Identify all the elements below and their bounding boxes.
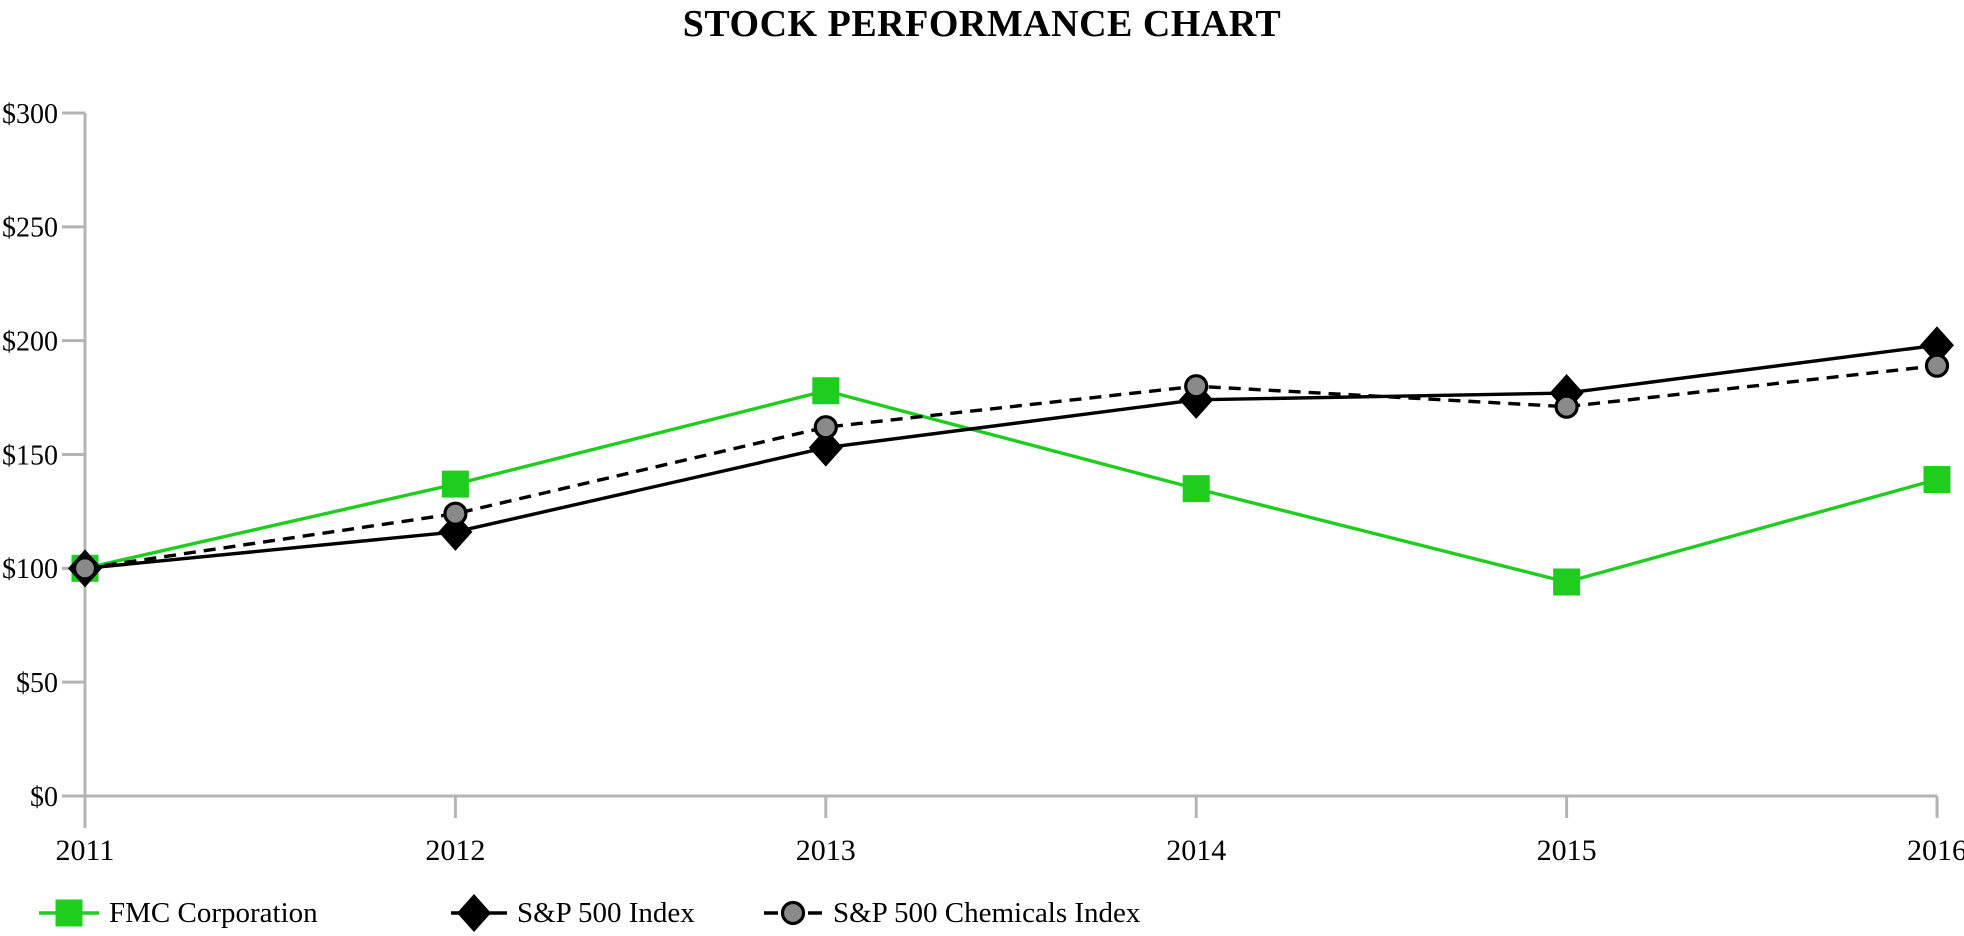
sp500-diamond-marker-icon — [450, 890, 508, 936]
y-tick-label: $100 — [2, 554, 58, 585]
data-point-s-p-500-index-2013 — [808, 428, 843, 467]
data-point-s-p-500-chemicals-index-2014 — [1184, 374, 1209, 399]
x-tick-label: 2015 — [1537, 834, 1597, 867]
data-point-fmc-corporation-2013 — [812, 377, 840, 405]
legend-label-fmc-corporation: FMC Corporation — [109, 896, 318, 929]
data-point-fmc-corporation-2016 — [1923, 466, 1951, 494]
data-point-s-p-500-chemicals-index-2011 — [72, 556, 98, 581]
y-tick-label: $0 — [30, 782, 58, 813]
data-point-fmc-corporation-2015 — [1553, 568, 1581, 596]
data-point-s-p-500-chemicals-index-2015 — [1554, 394, 1579, 419]
fmc-square-marker-icon — [38, 890, 100, 936]
data-point-s-p-500-index-2012 — [438, 512, 473, 551]
legend-item-sp500-chemicals-index: S&P 500 Chemicals Index — [762, 890, 1140, 936]
x-tick-label: 2013 — [796, 834, 856, 867]
series-line-s-p-500-index — [84, 343, 1938, 571]
data-point-fmc-corporation-2012 — [441, 470, 469, 498]
y-tick-label: $150 — [2, 440, 58, 471]
legend-item-sp500-index: S&P 500 Index — [450, 890, 695, 936]
series-line-s-p-500-chemicals-index — [84, 364, 1938, 571]
chemicals-circle-marker-icon — [762, 890, 824, 936]
y-tick-label: $250 — [2, 213, 58, 244]
legend-item-fmc-corporation: FMC Corporation — [38, 890, 318, 936]
data-point-fmc-corporation-2014 — [1182, 475, 1210, 503]
series-line-fmc-corporation — [84, 388, 1938, 584]
y-tick-label: $300 — [2, 99, 58, 130]
chart-title: STOCK PERFORMANCE CHART — [682, 3, 1282, 45]
x-tick-label: 2012 — [425, 834, 485, 867]
data-point-s-p-500-chemicals-index-2016 — [1924, 353, 1950, 378]
data-point-s-p-500-index-2016 — [1920, 326, 1954, 365]
y-tick-label: $50 — [16, 668, 58, 699]
legend-label-sp500-index: S&P 500 Index — [517, 896, 695, 929]
x-tick-label: 2016 — [1907, 834, 1964, 867]
x-tick-label: 2014 — [1166, 834, 1226, 867]
data-point-s-p-500-chemicals-index-2012 — [443, 501, 468, 526]
y-tick-label: $200 — [2, 326, 58, 357]
x-tick-label: 2011 — [56, 834, 115, 867]
legend-label-sp500-chemicals-index: S&P 500 Chemicals Index — [833, 896, 1141, 929]
data-point-s-p-500-chemicals-index-2013 — [813, 415, 838, 440]
